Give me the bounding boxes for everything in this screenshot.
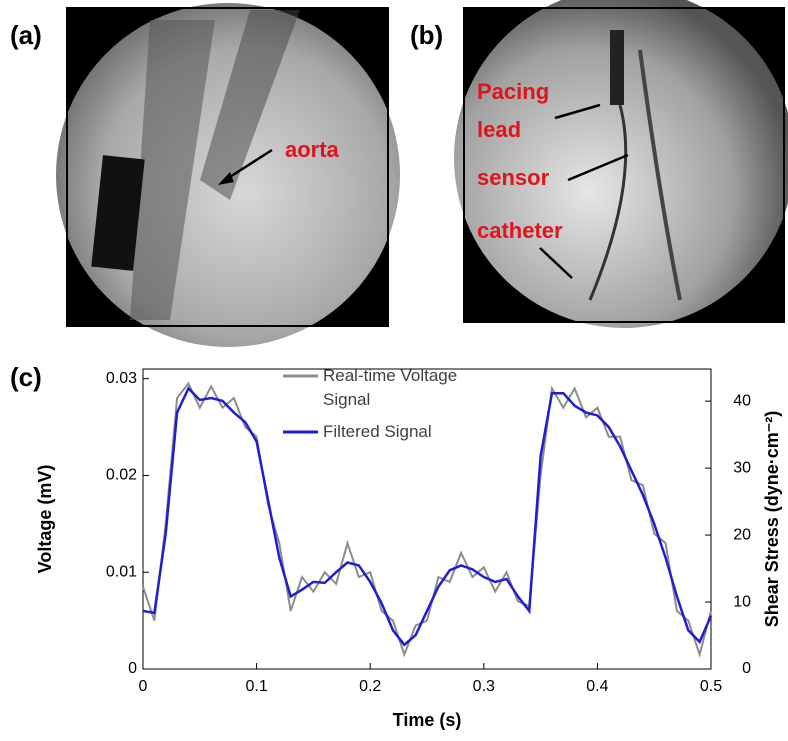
- x-tick-label: 0.4: [586, 678, 608, 695]
- y-axis-title: Voltage (mV): [35, 465, 55, 574]
- y-tick-label: 0: [128, 660, 137, 677]
- x-tick-label: 0: [139, 678, 148, 695]
- xray-image-a: [56, 3, 400, 347]
- annotation: sensor: [477, 165, 550, 190]
- legend-label: Real-time Voltage Signal: [323, 366, 458, 409]
- data-line: [142, 381, 712, 658]
- y2-tick-label: 10: [733, 593, 751, 610]
- x-tick-label: 0.3: [473, 678, 495, 695]
- x-tick-label: 0.1: [245, 678, 267, 695]
- x-tick-label: 0.2: [359, 678, 381, 695]
- data-line: [142, 386, 713, 647]
- legend-label: Filtered Signal: [323, 422, 432, 441]
- y2-tick-label: 0: [742, 660, 751, 677]
- y-tick-label: 0.01: [106, 563, 137, 580]
- xray-image-b: [454, 0, 788, 328]
- panel-label: (c): [10, 362, 42, 392]
- y-tick-label: 0.03: [106, 370, 137, 387]
- annotation: aorta: [285, 137, 339, 162]
- annotation: Pacing lead: [477, 79, 550, 142]
- y2-tick-label: 20: [733, 526, 751, 543]
- x-axis-title: Time (s): [393, 710, 462, 730]
- panel-label: (b): [410, 20, 444, 50]
- annotation: catheter: [477, 218, 563, 243]
- y2-tick-label: 40: [733, 392, 751, 409]
- y2-axis-title: Shear Stress (dyne·cm⁻²): [762, 411, 782, 628]
- y-tick-label: 0.02: [106, 467, 137, 484]
- y2-tick-label: 30: [733, 459, 751, 476]
- panel-label: (a): [10, 20, 42, 50]
- plot-frame: [142, 368, 712, 670]
- x-tick-label: 0.5: [700, 678, 722, 695]
- chart: 0 0.01 0.02 0.03 0 10 20 30 40 0 0.1 0.2 0.3 0.4 0.5 Ti…: [35, 368, 782, 730]
